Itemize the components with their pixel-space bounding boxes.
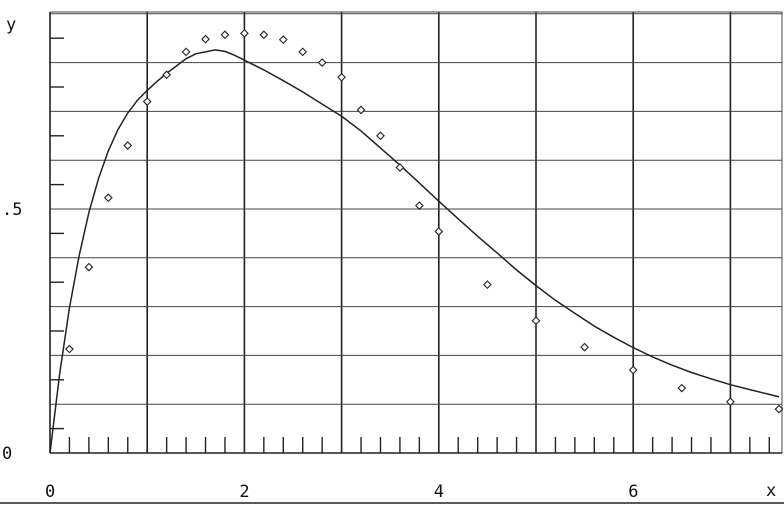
data-point (298, 47, 308, 57)
data-point (531, 316, 541, 326)
data-point (317, 58, 327, 67)
x-tick-label: 2 (239, 482, 249, 502)
data-point (356, 105, 366, 115)
x-tick-label: 0 (45, 482, 55, 502)
x-tick-label: 4 (434, 482, 444, 502)
fitted-curve (49, 49, 780, 454)
data-point (123, 141, 133, 150)
data-point (278, 35, 288, 45)
data-point (220, 30, 230, 40)
data-point (84, 262, 94, 272)
data-point (395, 163, 405, 172)
data-point (414, 201, 424, 210)
data-points (65, 28, 784, 414)
data-point (181, 47, 191, 57)
data-point (580, 342, 589, 352)
minor-ticks (50, 37, 770, 453)
data-point (376, 131, 385, 141)
data-point (434, 227, 444, 236)
data-point (142, 97, 152, 107)
y-tick-label: .5 (2, 200, 22, 220)
data-point (628, 365, 638, 375)
data-point (677, 383, 687, 393)
data-point (774, 404, 784, 414)
y-tick-label: 0 (2, 444, 12, 464)
data-point (201, 34, 210, 44)
y-axis-label: y (6, 15, 16, 35)
x-tick-label: 6 (628, 482, 638, 502)
data-point (726, 397, 735, 407)
grid (50, 11, 783, 453)
data-point (162, 70, 172, 80)
data-point (65, 344, 74, 354)
data-point (259, 30, 269, 40)
data-point (103, 193, 113, 203)
data-point (483, 280, 492, 290)
data-point (240, 28, 249, 38)
axis-labels: y x 0 2 4 6 0 .5 (2, 15, 776, 502)
data-point (337, 72, 346, 82)
x-axis-label: x (766, 481, 776, 501)
